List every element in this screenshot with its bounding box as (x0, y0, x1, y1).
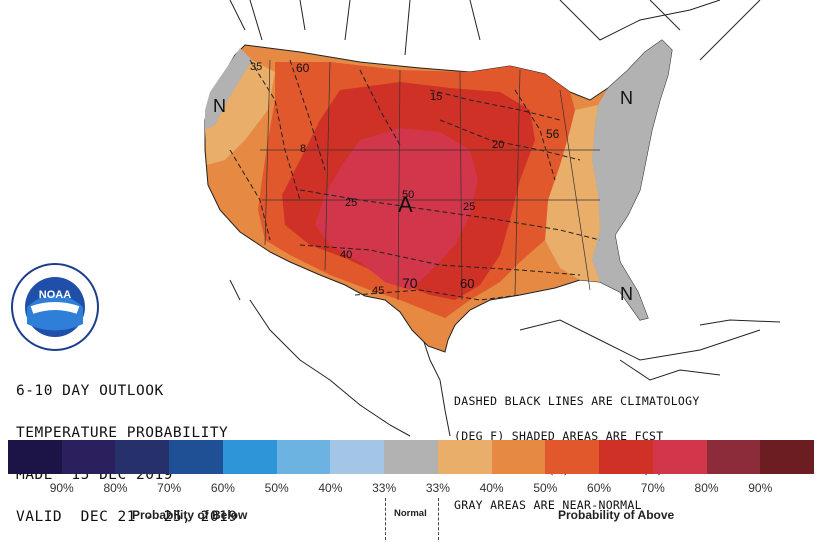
normal-separator-right (438, 498, 439, 540)
light-orange-east (545, 105, 600, 282)
legend-percent-label: 50% (264, 481, 289, 495)
legend-percent-label: 90% (748, 481, 773, 495)
svg-text:70: 70 (402, 275, 418, 291)
normal-separator-left (385, 498, 386, 540)
legend-percent-label: 60% (587, 481, 612, 495)
svg-text:45: 45 (372, 285, 384, 297)
legend-percent-label: 90% (49, 481, 74, 495)
legend-percent-label: 40% (318, 481, 343, 495)
state-lines (260, 59, 600, 301)
legend-percent-label: 80% (694, 481, 719, 495)
note-line-4: GRAY AREAS ARE NEAR-NORMAL (454, 497, 642, 512)
legend-swatch (222, 440, 277, 474)
svg-text:NOAA: NOAA (39, 289, 71, 301)
legend-percent-labels: 90% 80% 70% 60% 50% 40% 33% 33% 40% 50% 60% 70% 80% 9… (8, 481, 814, 495)
svg-text:8: 8 (300, 143, 306, 155)
normal-caption: Normal (394, 508, 427, 519)
svg-text:50: 50 (402, 189, 414, 201)
climatology-contours (229, 59, 601, 301)
svg-text:25: 25 (463, 201, 475, 213)
near-normal-label-east: N (620, 88, 633, 108)
legend-swatch (61, 440, 116, 474)
svg-text:56: 56 (546, 127, 560, 141)
svg-text:60: 60 (296, 61, 310, 75)
legend-swatch (276, 440, 331, 474)
legend-percent-label: 60% (210, 481, 235, 495)
legend-percent-label: 50% (533, 481, 558, 495)
legend-percent-label: 80% (103, 481, 128, 495)
below-caption: Probability of Below (132, 508, 248, 522)
svg-text:15: 15 (430, 91, 442, 103)
legend-percent-label: 33% (372, 481, 397, 495)
legend-swatch (545, 440, 600, 474)
svg-text:20: 20 (492, 139, 504, 151)
legend-swatch (330, 440, 385, 474)
near-normal-west (205, 48, 252, 130)
map-text: A N N N 35 60 15 8 20 25 56 50 25 40 45 … (213, 61, 633, 304)
svg-text:40: 40 (340, 249, 352, 261)
header-line-2: TEMPERATURE PROBABILITY (16, 425, 229, 441)
legend-percent-label: 70% (640, 481, 665, 495)
legend-percent-label: 70% (157, 481, 182, 495)
svg-text:25: 25 (345, 197, 357, 209)
prob-80-region (315, 128, 478, 290)
legend-swatch (760, 440, 815, 474)
near-normal-label-southeast: N (620, 284, 633, 304)
note-line-2: (DEG F) SHADED AREAS ARE FCST (454, 428, 664, 443)
legend-percent-label: 40% (479, 481, 504, 495)
near-normal-label-west: N (213, 96, 226, 116)
legend-color-bar (8, 440, 815, 474)
header-line-4: VALID DEC 21 - 25, 2019 (16, 509, 238, 525)
svg-text:60: 60 (460, 276, 474, 291)
context-borders (229, 0, 781, 437)
outlook-map: A N N N 35 60 15 8 20 25 56 50 25 40 45 … (204, 0, 781, 437)
near-normal-east (592, 40, 672, 320)
legend-swatch (706, 440, 761, 474)
legend-swatch (115, 440, 170, 474)
noaa-logo-icon: NOAA (11, 263, 99, 351)
header-line-1: 6-10 DAY OUTLOOK (16, 383, 164, 399)
above-label: A (398, 192, 413, 217)
legend-swatch (384, 440, 438, 474)
light-orange-west (205, 60, 275, 165)
legend-swatch (8, 440, 62, 474)
svg-text:35: 35 (250, 61, 262, 73)
legend-swatch (652, 440, 707, 474)
legend-swatch (599, 440, 653, 474)
legend-swatch (169, 440, 223, 474)
legend-swatch (491, 440, 546, 474)
note-line-1: DASHED BLACK LINES ARE CLIMATOLOGY (454, 394, 700, 408)
legend-swatch (437, 440, 492, 474)
above-caption: Probability of Above (558, 508, 675, 522)
legend-percent-label: 33% (425, 481, 450, 495)
